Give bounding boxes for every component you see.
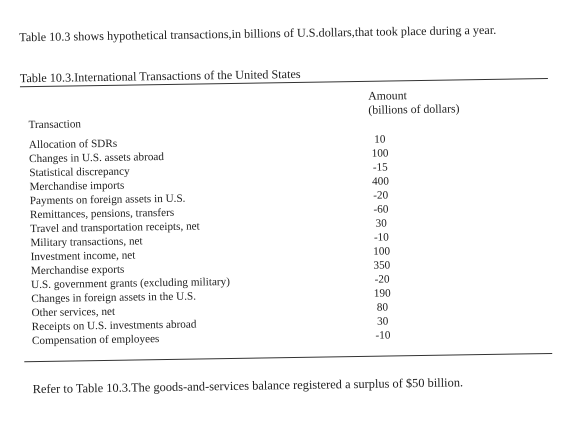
intro-text: Table 10.3 shows hypothetical transactio… <box>19 22 497 45</box>
amount-value: 80 <box>376 301 389 314</box>
amount-value: 190 <box>373 287 391 300</box>
amount-value: 100 <box>371 147 389 160</box>
transaction-column-header: Transaction <box>28 118 82 132</box>
amount-value: 350 <box>373 259 391 272</box>
amount-value: 30 <box>377 315 389 328</box>
amount-value: -10 <box>373 231 389 244</box>
table-bottom-rule <box>24 352 553 363</box>
amount-header-line1: Amount <box>368 88 407 103</box>
amount-column-header: Amount (billions of dollars) <box>368 87 460 117</box>
amount-value: 30 <box>375 217 387 230</box>
amount-header-line2: (billions of dollars) <box>368 101 460 117</box>
amount-value: 100 <box>373 245 391 258</box>
amount-value: -15 <box>372 161 388 174</box>
amount-value: -10 <box>375 329 391 342</box>
amount-value: 10 <box>374 133 386 146</box>
transaction-list: Allocation of SDRs Changes in U.S. asset… <box>29 133 372 348</box>
amount-value: -20 <box>374 273 390 286</box>
amount-value: 400 <box>372 175 389 188</box>
amount-value: -60 <box>373 203 389 216</box>
amount-value: -20 <box>373 189 389 202</box>
question-text: Refer to Table 10.3.The goods-and-servic… <box>32 375 464 397</box>
amount-list: 10 100 -15 400 -20 -60 30 -10 100 350 -2… <box>359 132 404 343</box>
